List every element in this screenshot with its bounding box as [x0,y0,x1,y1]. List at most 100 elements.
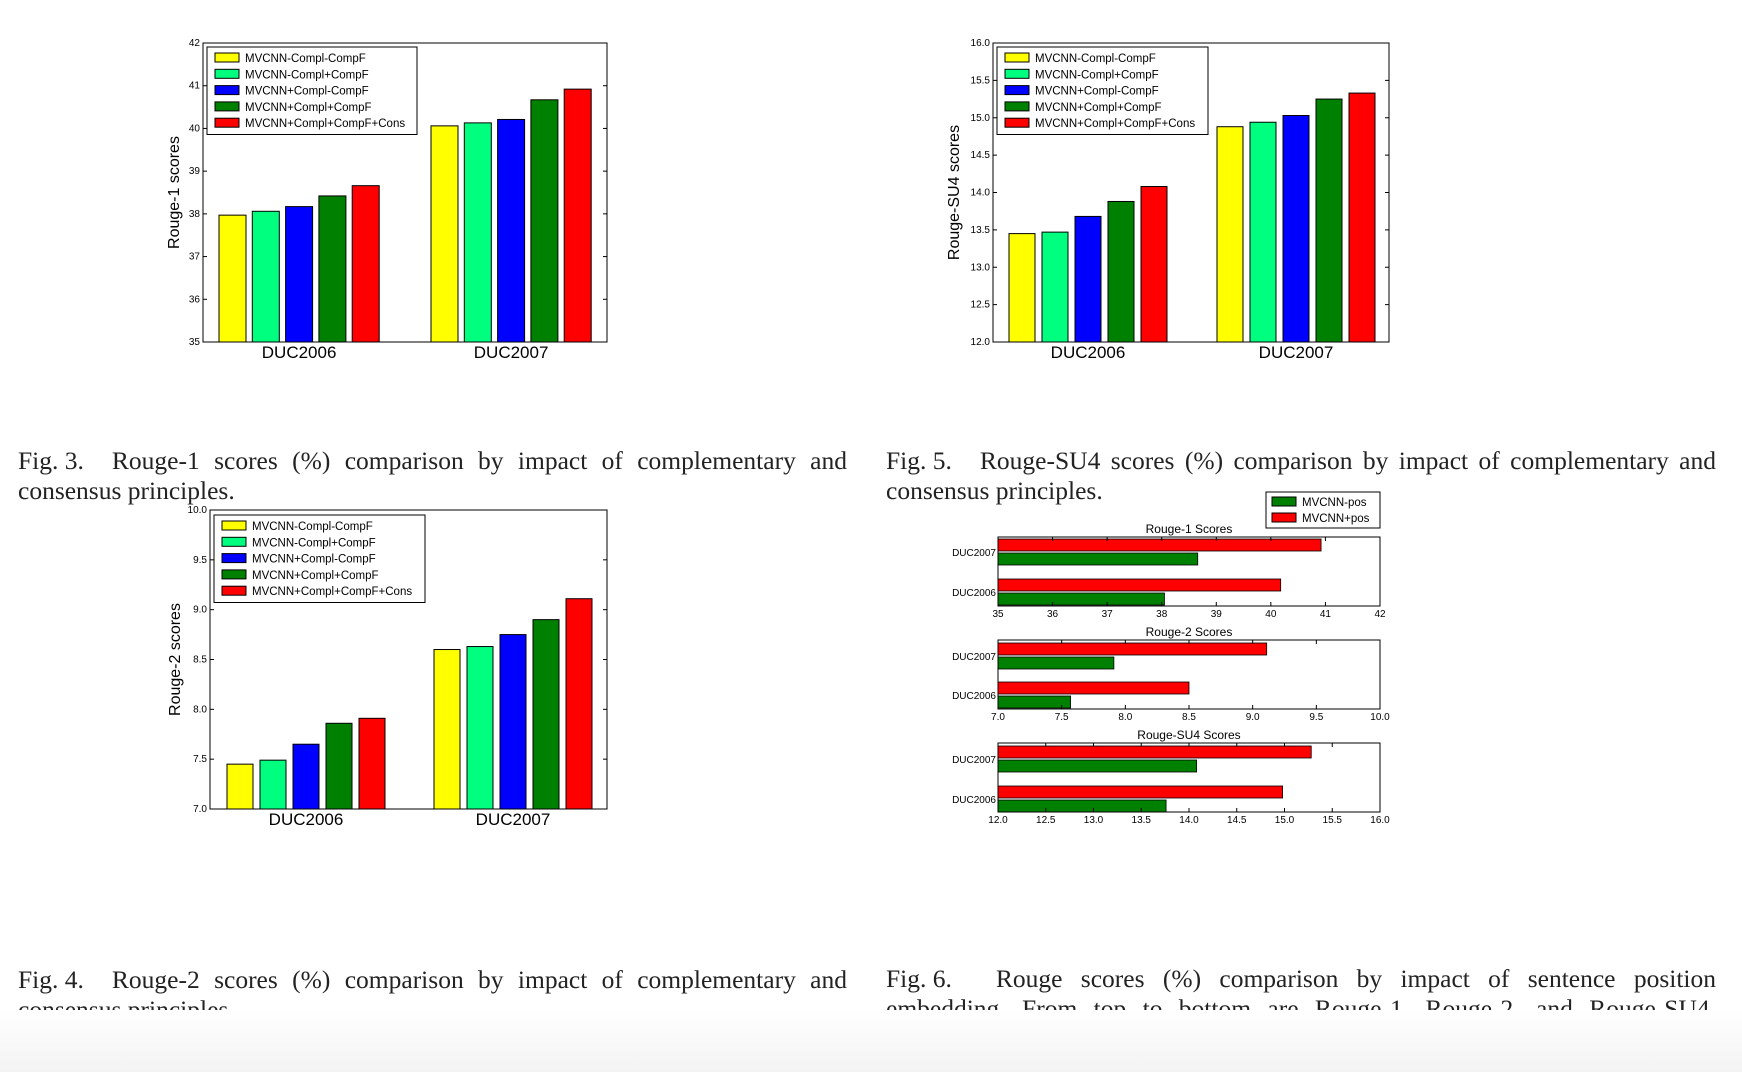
panel-rouge-2-scores-frame [997,639,1381,710]
y-tick-label: 41 [189,81,201,92]
x-tick-label-duc2006: DUC2006 [269,810,344,829]
bar-duc2006-mvcnn-compl-compf [292,743,320,810]
bar-duc2007-mvcnn-compl-compf [463,122,492,343]
legend-label-mvcnn-compl-compf: MVCNN+Compl-CompF [252,554,376,566]
panel-rouge-su4-scores-y-tick-label-duc2006: DUC2006 [952,795,996,806]
y-tick-label: 14.0 [971,188,991,199]
legend-swatch-mvcnn-compl-compf [214,85,240,96]
panel-rouge-1-scores-title: Rouge-1 Scores [1146,522,1233,536]
bar-duc2007-mvcnn-compl-compf [433,649,461,810]
panel-rouge-su4-scores-x-tick-label: 13.5 [1132,815,1152,826]
legend-swatch-mvcnn-compl-compf [1004,52,1030,63]
legend-label-mvcnn-compl-compf-cons: MVCNN+Compl+CompF+Cons [1035,118,1195,130]
fig6-chart: Rouge-1 Scores DUC2007 DUC2006 35 36 37 38 39 40… [952,491,1390,826]
fig6-legend-swatch-mvcnn-pos [1271,496,1297,507]
legend-swatch-mvcnn-compl-compf [214,68,240,79]
legend-box [996,46,1209,135]
fig3-caption: Fig. 3. Rouge-1 scores (%) comparison by … [18,446,847,506]
panel-rouge-su4-scores-x-tick-label: 14.5 [1227,815,1247,826]
panel-rouge-1-scores-frame [997,536,1381,607]
bar-duc2007-mvcnn-compl-compf [1315,98,1343,343]
legend-box [213,514,426,603]
panel-rouge-2-scores-x-tick-label: 9.0 [1246,712,1260,723]
y-tick-label: 13.5 [971,225,991,236]
bar-duc2006-mvcnn-compl-compf [259,759,287,810]
y-tick-label: 13.0 [971,262,991,273]
panel-rouge-su4-scores-x-tick-label: 13.0 [1084,815,1104,826]
fig4-caption-number: Fig. 4. [18,965,84,994]
fig5-caption-text: Rouge-SU4 scores (%) comparison by impac… [886,446,1716,505]
panel-rouge-1-scores-x-tick-label: 37 [1102,609,1114,620]
legend-swatch-mvcnn-compl-compf-cons [214,117,240,128]
page-bottom-shade [0,1010,1742,1072]
y-axis-label: Rouge-SU4 scores [946,125,963,260]
legend-label-mvcnn-compl-compf: MVCNN-Compl-CompF [1035,53,1156,65]
panel-rouge-1-scores-bar-duc2007-mvcnn-pos [997,552,1199,566]
bar-duc2006-mvcnn-compl-compf [318,195,347,343]
y-tick-label: 12.0 [971,337,991,348]
panel-rouge-1-scores-x-tick-label: 35 [992,609,1004,620]
legend-box [206,46,418,135]
bar-duc2006-mvcnn-compl-compf [325,722,353,810]
y-tick-label: 38 [189,209,201,220]
plot-frame [202,42,608,343]
y-tick-label: 10.0 [188,505,208,516]
y-tick-label: 42 [189,38,201,49]
panel-rouge-1-scores-x-tick-label: 38 [1156,609,1168,620]
panel-rouge-1-scores-bar-duc2006-mvcnn-pos [997,578,1282,592]
panel-rouge-su4-scores-x-tick-label: 16.0 [1370,815,1390,826]
panel-rouge-su4-scores-x-tick-label: 15.0 [1275,815,1295,826]
panel-rouge-su4-scores-bar-duc2006-mvcnn-pos [997,785,1283,799]
y-tick-label: 7.5 [193,754,207,765]
x-tick-label-duc2007: DUC2007 [476,810,551,829]
legend-swatch-mvcnn-compl-compf [221,536,247,547]
y-tick-label: 9.5 [193,555,207,566]
panel-rouge-1-scores-x-tick-label: 40 [1265,609,1277,620]
fig6-legend-label-mvcnn-pos: MVCNN+pos [1302,513,1370,525]
legend-label-mvcnn-compl-compf: MVCNN-Compl+CompF [245,69,369,81]
legend-swatch-mvcnn-compl-compf [1004,101,1030,112]
plot-frame [992,42,1390,343]
y-tick-label: 9.0 [193,605,207,616]
legend-swatch-mvcnn-compl-compf [221,520,247,531]
y-tick-label: 8.5 [193,655,207,666]
panel-rouge-su4-scores-y-tick-label-duc2007: DUC2007 [952,755,996,766]
bar-duc2007-mvcnn-compl-compf-cons [563,88,592,343]
legend-label-mvcnn-compl-compf: MVCNN+Compl+CompF [1035,102,1162,114]
y-tick-label: 39 [189,166,201,177]
fig6-legend-swatch-mvcnn-pos [1271,512,1297,523]
x-tick-label-duc2006: DUC2006 [1051,343,1126,362]
y-tick-label: 36 [189,294,201,305]
bar-duc2006-mvcnn-compl-compf-cons [1140,186,1168,343]
bar-duc2006-mvcnn-compl-compf [1074,215,1102,343]
legend-label-mvcnn-compl-compf: MVCNN+Compl+CompF [245,102,372,114]
y-tick-label: 7.0 [193,804,207,815]
y-tick-label: 12.5 [971,300,991,311]
panel-rouge-2-scores-title: Rouge-2 Scores [1146,625,1233,639]
legend-swatch-mvcnn-compl-compf [214,101,240,112]
y-axis-label: Rouge-2 scores [167,603,184,716]
legend-label-mvcnn-compl-compf: MVCNN-Compl-CompF [252,521,373,533]
bar-duc2006-mvcnn-compl-compf [285,206,314,343]
y-tick-label: 8.0 [193,704,207,715]
panel-rouge-2-scores-bar-duc2006-mvcnn-pos [997,695,1071,709]
legend-swatch-mvcnn-compl-compf [1004,85,1030,96]
legend-label-mvcnn-compl-compf: MVCNN-Compl+CompF [252,537,376,549]
legend-label-mvcnn-compl-compf-cons: MVCNN+Compl+CompF+Cons [245,118,405,130]
y-tick-label: 16.0 [971,38,991,49]
panel-rouge-2-scores-bar-duc2007-mvcnn-pos [997,642,1268,656]
legend-label-mvcnn-compl-compf: MVCNN+Compl-CompF [245,86,369,98]
legend-swatch-mvcnn-compl-compf-cons [1004,117,1030,128]
panel-rouge-su4-scores-bar-duc2007-mvcnn-pos [997,759,1198,773]
bar-duc2006-mvcnn-compl-compf-cons [358,717,386,810]
bar-duc2007-mvcnn-compl-compf [530,99,559,343]
y-tick-label: 15.5 [971,75,991,86]
legend-label-mvcnn-compl-compf: MVCNN+Compl+CompF [252,570,379,582]
bar-duc2006-mvcnn-compl-compf [1008,233,1036,343]
x-tick-label-duc2007: DUC2007 [1259,343,1334,362]
panel-rouge-1-scores-x-tick-label: 41 [1320,609,1332,620]
panel-rouge-2-scores-y-tick-label-duc2007: DUC2007 [952,652,996,663]
panel-rouge-2-scores-bar-duc2006-mvcnn-pos [997,681,1190,695]
panel-rouge-su4-scores-x-tick-label: 15.5 [1323,815,1343,826]
panel-rouge-2-scores-x-tick-label: 9.5 [1309,712,1323,723]
